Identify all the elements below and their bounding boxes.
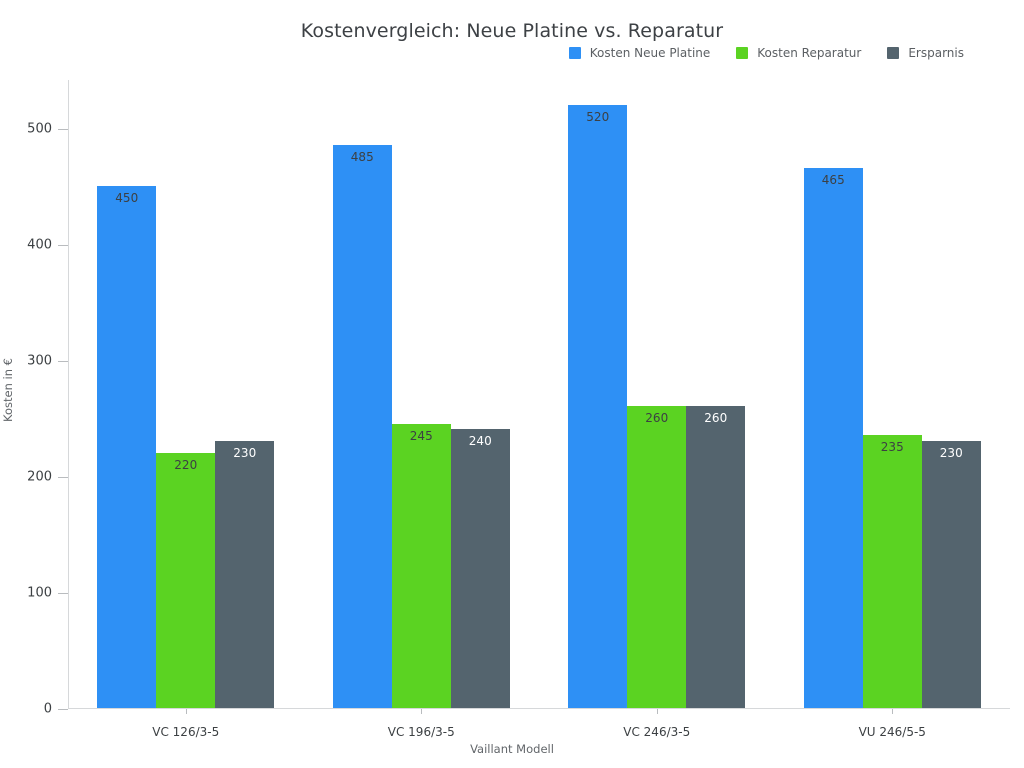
bar-value-label: 235 — [880, 440, 904, 455]
bar-value-label: 230 — [939, 446, 963, 461]
x-axis-tick — [656, 709, 658, 714]
bar[interactable]: 520 — [568, 104, 628, 708]
bar[interactable]: 450 — [97, 185, 157, 708]
bar[interactable]: 485 — [332, 145, 392, 708]
bar[interactable]: 260 — [627, 406, 687, 708]
y-axis-tick-label: 400 — [27, 237, 52, 253]
bar[interactable]: 465 — [803, 168, 863, 708]
y-axis-tick — [58, 128, 68, 130]
y-axis-tick-label: 500 — [27, 121, 52, 137]
bar-value-label: 485 — [350, 150, 374, 165]
bar-value-label: 450 — [115, 190, 139, 205]
bar-value-label: 240 — [468, 434, 492, 449]
bar-value-label: 260 — [704, 411, 728, 426]
x-axis-tick — [185, 709, 187, 714]
legend-swatch-icon — [568, 47, 581, 59]
legend-swatch-icon — [887, 47, 900, 59]
x-axis-tick — [421, 709, 423, 714]
x-axis-tick-label: VC 246/3-5 — [623, 725, 691, 739]
y-axis-tick — [58, 360, 68, 362]
bar[interactable]: 230 — [215, 441, 275, 708]
bar[interactable]: 240 — [450, 429, 510, 708]
bar-value-label: 260 — [645, 411, 669, 426]
legend-item[interactable]: Ersparnis — [887, 46, 964, 60]
x-axis-line — [68, 708, 1010, 709]
bar[interactable]: 260 — [686, 406, 746, 708]
x-axis-title: Vaillant Modell — [470, 742, 554, 756]
y-axis-tick-label: 100 — [27, 585, 52, 601]
plot-area: 0 100 200 300 400 500 450 220 230 VC 126/3-5 485 24… — [27, 80, 1010, 739]
bar-value-label: 230 — [233, 446, 257, 461]
legend-label: Kosten Reparatur — [757, 46, 862, 60]
legend-item[interactable]: Kosten Reparatur — [736, 46, 861, 60]
y-axis-line — [68, 80, 69, 709]
x-axis-tick-label: VC 126/3-5 — [152, 725, 220, 739]
y-axis-tick-label: 200 — [27, 469, 52, 485]
legend-label: Kosten Neue Platine — [589, 46, 711, 60]
bar[interactable]: 220 — [156, 452, 216, 708]
chart-title: Kostenvergleich: Neue Platine vs. Repara… — [300, 20, 724, 42]
bar-value-label: 465 — [821, 173, 845, 188]
bar-value-label: 245 — [409, 428, 433, 443]
y-axis-tick-label: 300 — [27, 353, 52, 369]
y-axis-tick-label: 0 — [43, 701, 52, 717]
y-axis-tick — [58, 709, 68, 710]
y-axis-title: Kosten in € — [1, 358, 15, 422]
x-axis-tick-label: VC 196/3-5 — [387, 725, 455, 739]
bar-value-label: 220 — [174, 457, 198, 472]
bar[interactable]: 235 — [862, 435, 922, 708]
bar[interactable]: 230 — [921, 441, 981, 708]
bar[interactable]: 245 — [391, 423, 451, 708]
chart-legend: Kosten Neue Platine Kosten Reparatur Erspa… — [568, 46, 964, 60]
legend-item[interactable]: Kosten Neue Platine — [568, 46, 711, 60]
bar-value-label: 520 — [586, 109, 610, 124]
x-axis-tick — [892, 709, 894, 714]
x-axis-tick-label: VU 246/5-5 — [858, 725, 926, 739]
y-axis-tick — [58, 592, 68, 594]
y-axis-tick — [58, 244, 68, 246]
legend-swatch-icon — [736, 47, 749, 59]
legend-label: Ersparnis — [908, 46, 964, 60]
y-axis-tick — [58, 476, 68, 478]
